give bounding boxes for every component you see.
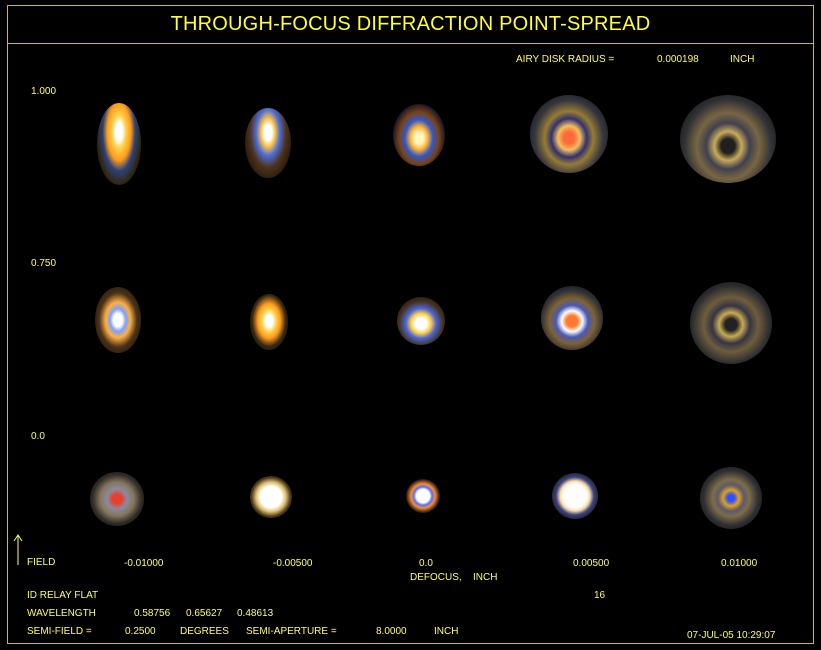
psf-spot-r3c3 <box>406 479 440 513</box>
wavelength-label: WAVELENGTH <box>27 608 96 619</box>
psf-spot-r2c2 <box>250 294 288 350</box>
semi-aperture-label: SEMI-APERTURE = <box>246 626 337 637</box>
psf-spot-r3c1 <box>90 472 144 526</box>
plot-title: THROUGH-FOCUS DIFFRACTION POINT-SPREAD <box>7 5 814 44</box>
psf-spot-r1c2 <box>245 108 291 178</box>
system-count: 16 <box>594 590 606 601</box>
psf-spot-r3c5 <box>700 467 762 529</box>
psf-spot-r2c4 <box>541 286 603 350</box>
psf-spot-r2c5 <box>690 282 772 364</box>
defocus-value-1: -0.01000 <box>124 558 164 569</box>
system-name: ID RELAY FLAT <box>27 590 99 601</box>
psf-spot-r1c5 <box>680 95 776 183</box>
plot-frame <box>7 5 814 644</box>
field-axis-label: FIELD <box>27 557 56 568</box>
field-label-row2: 0.750 <box>31 258 57 269</box>
semi-aperture-value: 8.0000 <box>376 626 407 637</box>
psf-spot-r3c4 <box>552 473 598 519</box>
airy-disk-value: 0.000198 <box>657 54 699 65</box>
defocus-value-3: 0.0 <box>419 558 433 569</box>
psf-spot-r1c1 <box>97 103 141 185</box>
defocus-value-5: 0.01000 <box>721 558 758 569</box>
field-label-row3: 0.0 <box>31 431 45 442</box>
defocus-axis-label: DEFOCUS, <box>410 572 462 583</box>
wavelength-3: 0.48613 <box>237 608 274 619</box>
field-label-row1: 1.000 <box>31 86 57 97</box>
airy-disk-unit: INCH <box>730 54 755 65</box>
semi-field-value: 0.2500 <box>125 626 156 637</box>
psf-spot-r2c1 <box>95 287 141 353</box>
defocus-value-4: 0.00500 <box>573 558 610 569</box>
psf-spot-r3c2 <box>250 476 292 518</box>
semi-field-unit: DEGREES <box>180 626 229 637</box>
wavelength-1: 0.58756 <box>134 608 171 619</box>
defocus-value-2: -0.00500 <box>273 558 313 569</box>
semi-field-label: SEMI-FIELD = <box>27 626 92 637</box>
psf-spot-r1c3 <box>393 104 445 166</box>
airy-disk-label: AIRY DISK RADIUS = <box>516 54 615 65</box>
defocus-axis-unit: INCH <box>473 572 498 583</box>
wavelength-2: 0.65627 <box>186 608 223 619</box>
psf-spot-r1c4 <box>530 95 608 173</box>
timestamp: 07-JUL-05 10:29:07 <box>687 630 776 641</box>
field-up-arrow-icon <box>13 534 23 565</box>
semi-aperture-unit: INCH <box>434 626 459 637</box>
psf-spot-r2c3 <box>397 297 445 345</box>
